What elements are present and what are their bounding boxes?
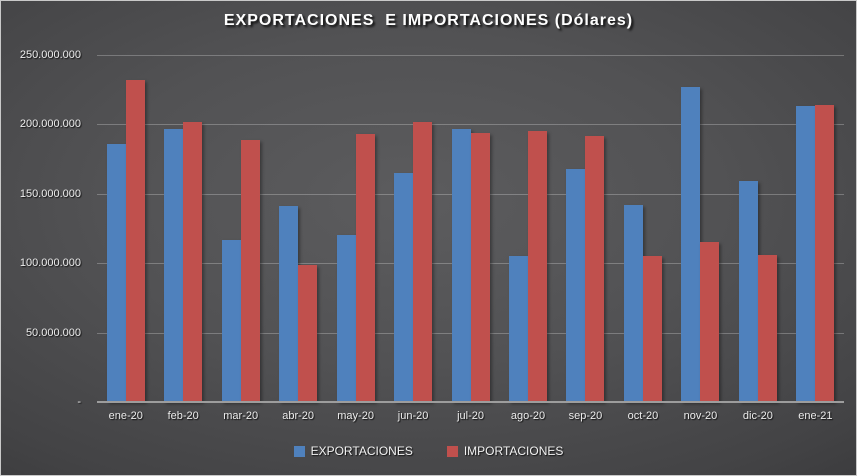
bar-group-jul-20: [442, 55, 499, 402]
bar-group-nov-20: [672, 55, 729, 402]
x-axis-label: sep-20: [568, 410, 603, 422]
bar-group-oct-20: [614, 55, 671, 402]
bar-exportaciones-jul-20: [451, 128, 471, 402]
x-axis: ene-20 feb-20 mar-20 abr-20 may-20 jun-20 jul-…: [97, 410, 844, 422]
gridline: [97, 55, 844, 56]
bar-exportaciones-feb-20: [164, 128, 184, 402]
bar-importaciones-may-20: [355, 134, 375, 402]
x-axis-label: mar-20: [223, 410, 259, 422]
x-axis-label: feb-20: [167, 410, 199, 422]
x-axis-label: ene-20: [108, 410, 143, 422]
bar-group-sep-20: [557, 55, 614, 402]
x-axis-label: oct-20: [627, 410, 659, 422]
bar-group-ago-20: [499, 55, 556, 402]
gridline: [97, 124, 844, 126]
bar-exportaciones-sep-20: [566, 168, 586, 402]
bar-group-feb-20: [154, 55, 211, 402]
x-axis-label: nov-20: [683, 410, 718, 422]
bar-exportaciones-abr-20: [279, 206, 299, 402]
legend-label: IMPORTACIONES: [463, 444, 564, 458]
legend-swatch-exportaciones: [293, 445, 305, 457]
bar-group-ene-20: [97, 55, 154, 402]
legend-item-importaciones: IMPORTACIONES: [446, 444, 564, 458]
bar-importaciones-mar-20: [240, 139, 260, 402]
bar-group-jun-20: [384, 55, 441, 402]
bar-group-abr-20: [269, 55, 326, 402]
chart-title: EXPORTACIONES E IMPORTACIONES (Dólares): [223, 12, 634, 29]
x-axis-label: abr-20: [282, 410, 315, 422]
bar-importaciones-feb-20: [183, 121, 203, 402]
bar-importaciones-oct-20: [642, 256, 662, 402]
x-axis-label: ago-20: [510, 410, 546, 422]
x-axis-label: jul-20: [457, 410, 484, 422]
bar-exportaciones-nov-20: [681, 86, 701, 402]
y-axis-tick-label: 150.000.000: [19, 187, 81, 200]
x-axis-label: ene-21: [798, 410, 833, 422]
bar-importaciones-ene-20: [125, 79, 145, 402]
bar-exportaciones-jun-20: [394, 172, 414, 402]
y-axis-tick-label: 100.000.000: [19, 257, 81, 270]
legend-item-exportaciones: EXPORTACIONES: [293, 444, 413, 458]
bars-row: [97, 55, 844, 402]
bar-importaciones-nov-20: [700, 242, 720, 402]
bar-exportaciones-oct-20: [623, 204, 643, 402]
bar-importaciones-ago-20: [528, 131, 548, 402]
y-axis-tick-label: 200.000.000: [19, 118, 81, 131]
bar-exportaciones-mar-20: [221, 239, 241, 402]
bar-exportaciones-dic-20: [738, 181, 758, 402]
legend-swatch-importaciones: [446, 445, 458, 457]
bar-importaciones-abr-20: [298, 264, 318, 402]
y-axis: 250.000.000 200.000.000 150.000.000 100.000…: [1, 49, 81, 408]
bar-group-dic-20: [729, 55, 786, 402]
bar-group-may-20: [327, 55, 384, 402]
bar-importaciones-ene-21: [815, 104, 835, 402]
bar-exportaciones-ene-21: [796, 106, 816, 402]
bar-group-ene-21: [787, 55, 844, 402]
x-axis-line: [97, 401, 844, 403]
x-axis-label: jun-20: [397, 410, 429, 422]
bar-importaciones-jun-20: [413, 121, 433, 402]
bar-group-mar-20: [212, 55, 269, 402]
y-axis-tick-label: 50.000.000: [25, 326, 81, 339]
bar-importaciones-sep-20: [585, 135, 605, 402]
x-axis-label: may-20: [337, 410, 374, 422]
bar-importaciones-jul-20: [470, 132, 490, 402]
legend-label: EXPORTACIONES: [310, 444, 413, 458]
plot-area: [97, 55, 844, 403]
bar-exportaciones-may-20: [336, 235, 356, 402]
legend: EXPORTACIONES IMPORTACIONES: [1, 444, 856, 458]
y-axis-tick-label: 250.000.000: [19, 49, 81, 61]
bar-exportaciones-ago-20: [509, 256, 529, 402]
x-axis-label: dic-20: [742, 410, 773, 422]
y-axis-tick-label: -: [77, 396, 81, 408]
bar-importaciones-dic-20: [757, 254, 777, 402]
bar-exportaciones-ene-20: [106, 143, 126, 402]
